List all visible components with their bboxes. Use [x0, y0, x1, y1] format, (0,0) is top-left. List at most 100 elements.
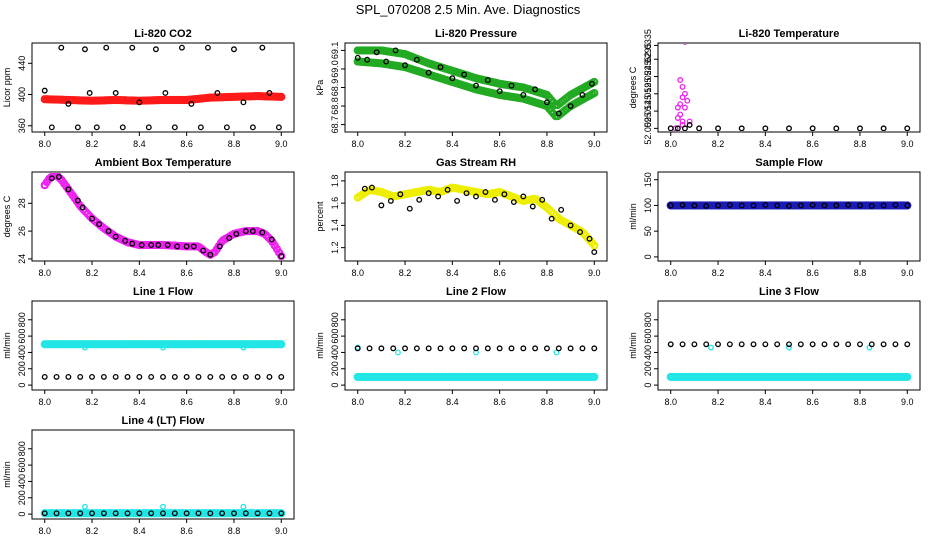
data-point — [195, 373, 202, 380]
panel-title: Sample Flow — [755, 157, 823, 169]
panel-title: Line 1 Flow — [133, 286, 193, 298]
plot-frame — [657, 42, 921, 133]
x-tick-label: 8.4 — [133, 268, 146, 278]
data-point — [195, 510, 202, 517]
x-tick-label: 8.6 — [180, 526, 193, 536]
x-tick-label: 8.2 — [399, 397, 412, 407]
data-point — [200, 247, 207, 254]
data-point — [378, 202, 385, 209]
data-point — [821, 341, 828, 348]
series-2-5-min — [41, 44, 282, 131]
y-tick-label: 0 — [643, 383, 653, 388]
series-2-5-min — [667, 121, 911, 131]
data-point — [454, 197, 461, 204]
data-point — [124, 373, 131, 380]
y-axis-label: ml/min — [628, 332, 638, 359]
data-point — [726, 341, 733, 348]
data-point — [677, 111, 684, 118]
data-point — [738, 341, 745, 348]
data-point — [81, 503, 88, 510]
data-point — [207, 510, 214, 517]
x-tick-label: 8.4 — [133, 397, 146, 407]
x-tick-label: 8.6 — [806, 139, 819, 149]
x-tick-label: 8.2 — [86, 526, 99, 536]
data-point — [904, 202, 911, 209]
plot-area — [667, 44, 911, 131]
x-tick-label: 9.0 — [588, 139, 601, 149]
plot-frame — [657, 171, 921, 262]
data-point — [394, 349, 401, 356]
data-point — [81, 46, 88, 53]
data-point — [231, 510, 237, 517]
series-2-5-min — [41, 373, 285, 380]
data-point — [677, 77, 684, 83]
data-point — [786, 125, 792, 131]
data-point — [762, 201, 769, 208]
panel-title: Ambient Box Temperature — [95, 157, 232, 169]
data-point — [674, 125, 681, 131]
data-point — [691, 341, 698, 348]
plot-area — [666, 201, 912, 210]
data-point — [539, 196, 546, 203]
x-tick-label: 9.0 — [275, 139, 288, 149]
data-point — [508, 345, 515, 352]
x-tick-label: 8.6 — [806, 397, 819, 407]
data-point — [567, 103, 574, 109]
data-point — [529, 203, 536, 210]
data-point — [797, 202, 804, 209]
data-point — [366, 345, 373, 352]
data-point — [402, 62, 408, 69]
data-point — [41, 87, 48, 94]
x-tick-label: 8.4 — [446, 268, 459, 278]
data-point — [266, 510, 273, 517]
data-point — [679, 83, 686, 90]
data-point — [86, 90, 93, 96]
data-point — [197, 124, 204, 131]
x-tick-label: 8.2 — [399, 139, 412, 149]
data-point — [681, 90, 688, 97]
data-point — [591, 249, 598, 256]
data-point — [750, 202, 757, 209]
data-point — [240, 503, 247, 510]
data-point — [738, 125, 745, 131]
data-point — [216, 243, 223, 250]
panel-3: Li-820 Temperature 8.0 8.2 8.4 8.6 8.8 9.0 52.0… — [628, 28, 921, 149]
data-point — [397, 191, 404, 198]
data-point — [833, 125, 840, 131]
data-point — [425, 69, 432, 76]
y-tick-label: 600 — [17, 458, 27, 473]
data-point — [41, 373, 48, 380]
y-tick-label: 800 — [17, 441, 27, 456]
data-point — [112, 510, 119, 517]
y-tick-label: 150 — [643, 172, 653, 187]
y-tick-label: 52.0245 — [643, 60, 653, 93]
data-point — [880, 341, 887, 348]
x-tick-label: 8.6 — [493, 397, 506, 407]
data-point — [171, 124, 178, 131]
x-tick-label: 9.0 — [275, 268, 288, 278]
data-point — [686, 121, 693, 128]
panel-1: Li-820 CO2 8.0 8.2 8.4 8.6 8.8 9.0 360 400 440 Lic… — [2, 28, 295, 149]
data-point — [413, 345, 420, 352]
plot-area — [353, 46, 599, 121]
data-point — [402, 345, 408, 352]
y-axis-label: ml/min — [2, 461, 12, 488]
plot-area — [353, 344, 599, 382]
data-point — [254, 373, 261, 380]
data-point — [223, 124, 230, 131]
data-point — [786, 341, 792, 348]
data-point — [667, 341, 674, 348]
data-point — [544, 99, 550, 106]
x-tick-label: 9.0 — [901, 139, 914, 149]
data-point — [160, 503, 166, 510]
data-point — [715, 202, 721, 209]
data-point — [183, 373, 190, 380]
data-point — [520, 345, 527, 352]
data-point — [682, 44, 688, 45]
panel-title: Li-820 CO2 — [134, 28, 191, 40]
series-1-sec — [672, 44, 693, 131]
data-point — [679, 341, 686, 348]
